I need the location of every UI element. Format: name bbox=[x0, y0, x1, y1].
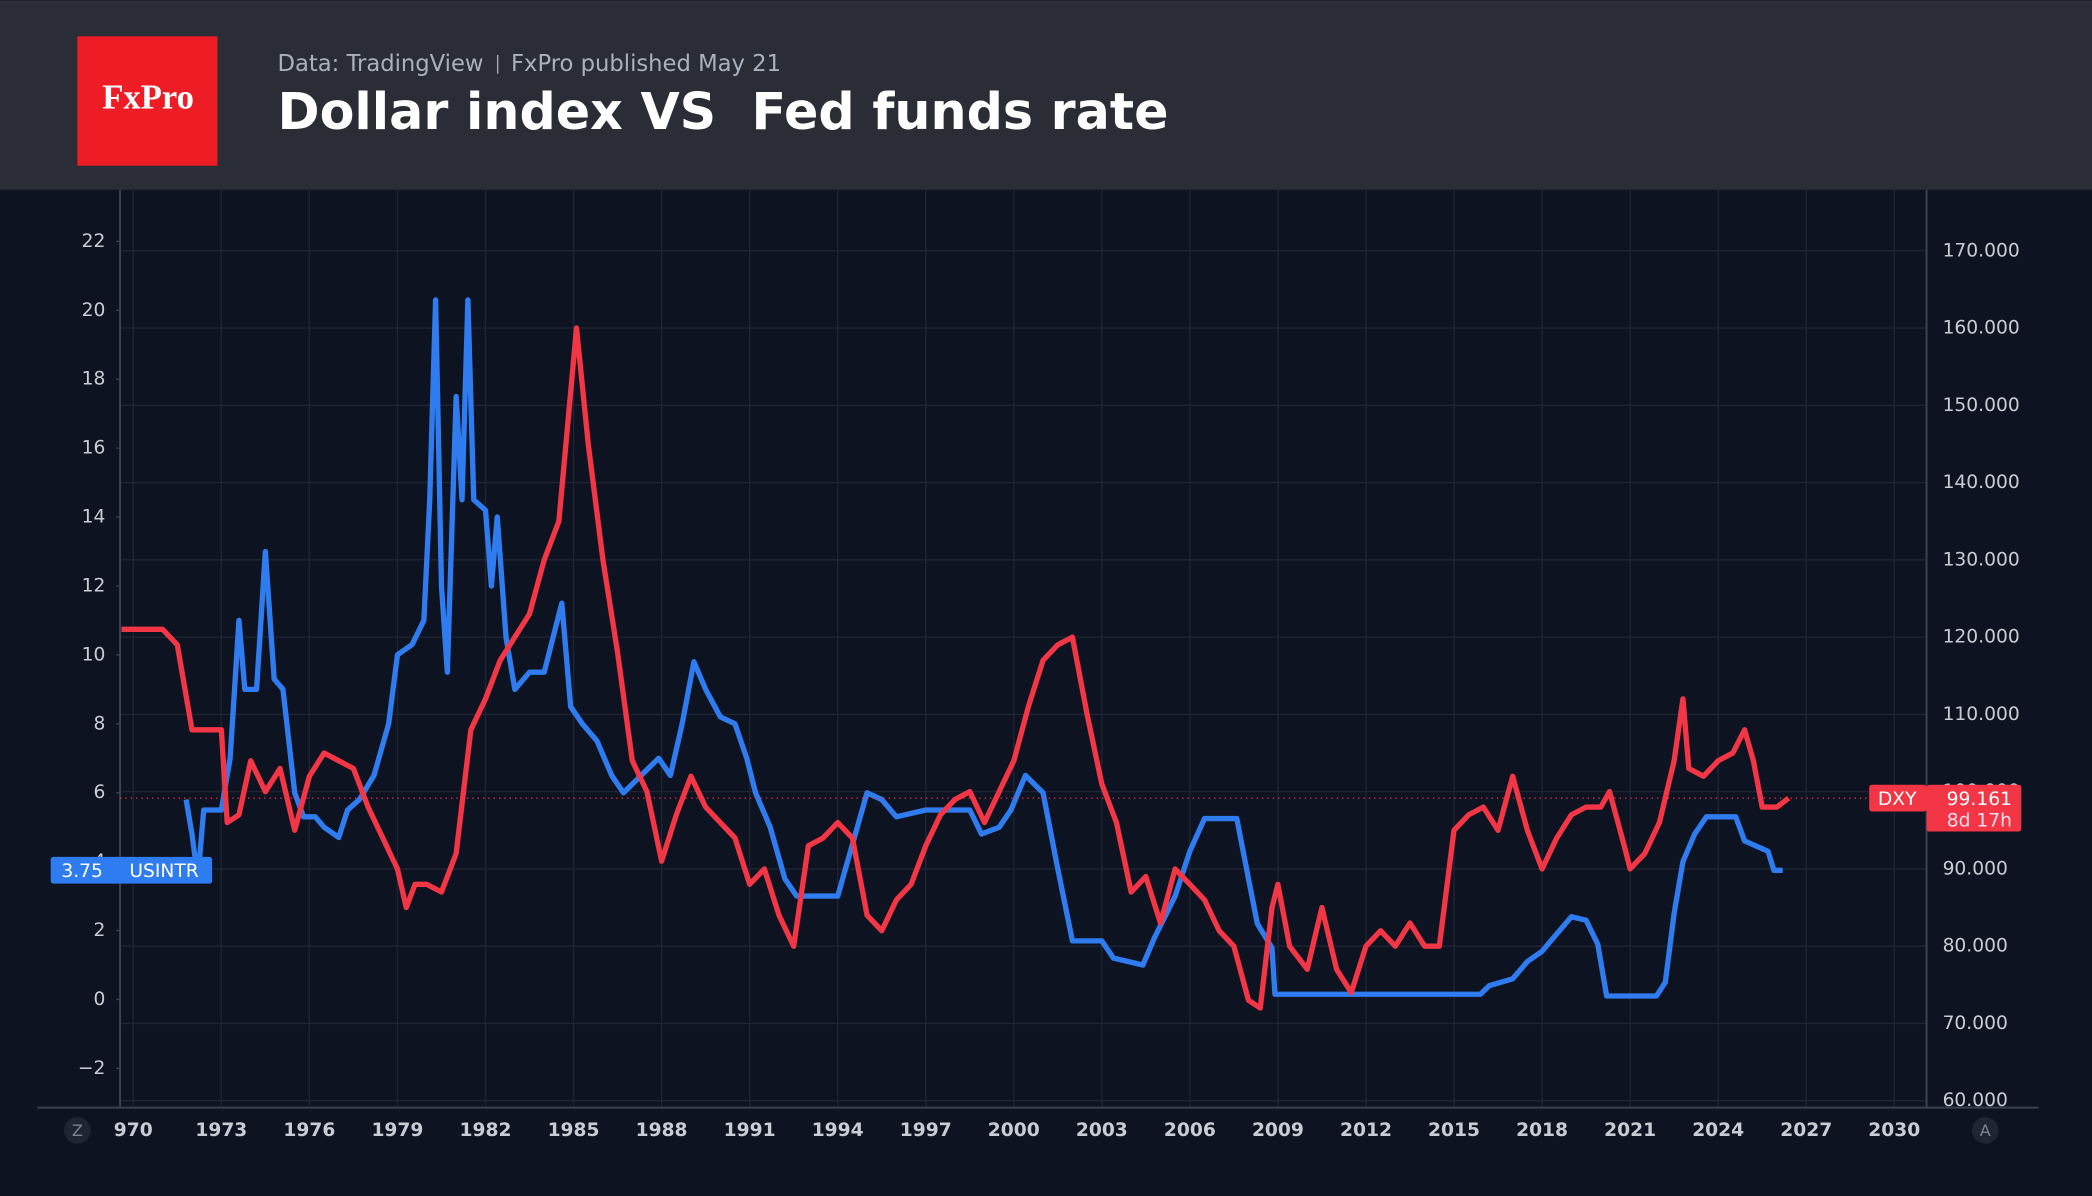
y2-tick-label: 70.000 bbox=[1943, 1013, 2008, 1034]
y-tick-label: 12 bbox=[82, 575, 106, 596]
x-tick-label: 1991 bbox=[724, 1120, 776, 1141]
control-button[interactable] bbox=[64, 1116, 91, 1144]
source: Data: TradingView bbox=[278, 51, 484, 77]
y2-tick-label: 60.000 bbox=[1943, 1090, 2008, 1111]
x-tick-label: 2030 bbox=[1868, 1120, 1920, 1141]
series-name: USINTR bbox=[129, 861, 198, 882]
y-tick-label: 22 bbox=[82, 231, 106, 252]
y-tick-label: 20 bbox=[82, 300, 106, 321]
x-tick-label: 2000 bbox=[988, 1120, 1040, 1141]
y2-tick-label: 80.000 bbox=[1943, 936, 2008, 957]
y-tick-label: 6 bbox=[94, 782, 106, 803]
x-tick-label: 1973 bbox=[195, 1120, 247, 1141]
header bbox=[0, 0, 2092, 190]
x-tick-label: 2006 bbox=[1164, 1120, 1216, 1141]
y-tick-label: 10 bbox=[82, 644, 106, 665]
control-label[interactable]: A bbox=[1980, 1121, 1991, 1140]
x-tick-label: 2018 bbox=[1516, 1120, 1568, 1141]
y-tick-label: 16 bbox=[82, 438, 106, 459]
x-tick-label: 1979 bbox=[371, 1120, 423, 1141]
series-tag bbox=[50, 856, 213, 884]
y-tick-label: 8 bbox=[94, 713, 106, 734]
line-series bbox=[183, 297, 1783, 999]
x-tick-label: 1988 bbox=[636, 1120, 688, 1141]
y2-tick-label: 90.000 bbox=[1943, 858, 2008, 879]
last-value-label: 3.75 bbox=[61, 861, 103, 882]
y-tick-label: 14 bbox=[82, 507, 106, 528]
x-tick-label: 1994 bbox=[812, 1120, 864, 1141]
x-tick-label: 970 bbox=[114, 1120, 153, 1141]
x-tick-label: 1976 bbox=[283, 1120, 335, 1141]
line-series bbox=[121, 325, 1791, 1011]
control-button[interactable] bbox=[1971, 1116, 1999, 1144]
y2-tick-label: 150.000 bbox=[1943, 395, 2020, 416]
y2-tick-label: 120.000 bbox=[1943, 627, 2020, 648]
x-tick-label: 2009 bbox=[1252, 1120, 1304, 1141]
series-tag bbox=[1869, 784, 1927, 812]
x-tick-label: 2021 bbox=[1604, 1120, 1656, 1141]
control-label[interactable]: Z bbox=[72, 1121, 83, 1140]
last-value-label: 99.161 bbox=[1947, 789, 2012, 810]
x-tick-label: 1985 bbox=[548, 1120, 600, 1141]
y2-tick-label: 160.000 bbox=[1943, 318, 2020, 339]
x-tick-label: 2003 bbox=[1076, 1120, 1128, 1141]
series-name: DXY bbox=[1878, 789, 1917, 810]
publisher: FxPro published May 21 bbox=[511, 51, 781, 77]
x-tick-label: 2012 bbox=[1340, 1120, 1392, 1141]
price-tag bbox=[1926, 784, 2022, 832]
y-tick-label: −2 bbox=[78, 1058, 106, 1079]
countdown: 8d 17h bbox=[1947, 810, 2012, 831]
y2-tick-label: 130.000 bbox=[1943, 549, 2020, 570]
logo-box bbox=[77, 36, 218, 166]
y-tick-label: 2 bbox=[94, 920, 106, 941]
x-tick-label: 2027 bbox=[1780, 1120, 1832, 1141]
y2-tick-label: 140.000 bbox=[1943, 472, 2020, 493]
logo: FxPro bbox=[102, 77, 194, 116]
x-tick-label: 2015 bbox=[1428, 1120, 1480, 1141]
y2-tick-label: 170.000 bbox=[1943, 240, 2020, 261]
x-tick-label: 1982 bbox=[460, 1120, 512, 1141]
x-tick-label: 2024 bbox=[1692, 1120, 1744, 1141]
chart-title: Dollar index VS Fed funds rate bbox=[278, 82, 1169, 141]
y-tick-label: 0 bbox=[94, 989, 106, 1010]
y-tick-label: 18 bbox=[82, 369, 106, 390]
y2-tick-label: 110.000 bbox=[1943, 704, 2020, 725]
x-tick-label: 1997 bbox=[900, 1120, 952, 1141]
